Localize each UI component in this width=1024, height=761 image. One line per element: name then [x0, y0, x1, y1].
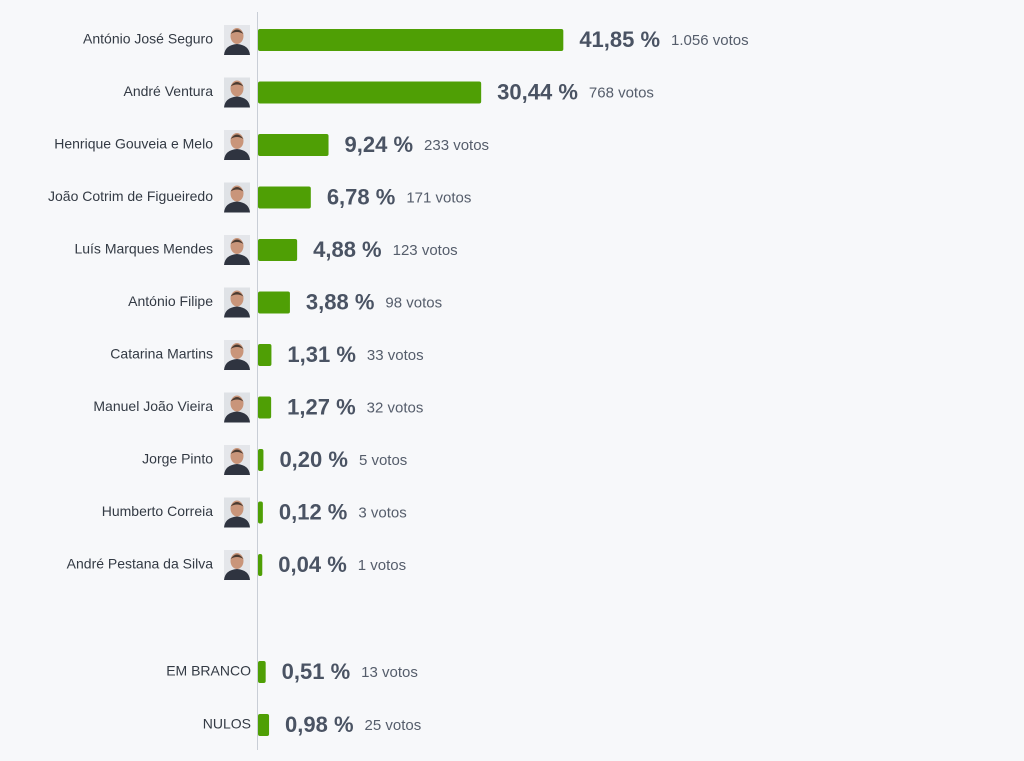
value-label: 6,78 %: [327, 184, 396, 209]
bar: [258, 554, 263, 576]
photo-shoulders: [224, 569, 250, 580]
category-label: Manuel João Vieira: [93, 398, 213, 414]
photo-shoulders: [224, 411, 250, 423]
category-label: André Ventura: [123, 83, 213, 99]
category-label: Humberto Correia: [102, 503, 213, 519]
candidate-photo: [224, 235, 250, 265]
category-label: Luís Marques Mendes: [74, 241, 213, 257]
candidate-photo: [224, 77, 250, 108]
photo-hair: [230, 344, 244, 349]
votes-label: 5 votos: [359, 452, 407, 469]
bar: [258, 661, 266, 683]
bar: [258, 186, 311, 209]
candidate-photo: [224, 287, 250, 318]
votes-label: 1.056 votos: [671, 32, 749, 49]
value-label: 0,12 %: [279, 499, 348, 524]
votes-label: 25 votos: [365, 717, 422, 734]
bar: [258, 449, 264, 471]
photo-shoulders: [224, 44, 250, 55]
votes-label: 32 votos: [367, 399, 424, 416]
value-label: 0,51 %: [282, 659, 351, 684]
photo-hair: [230, 502, 244, 507]
votes-label: 98 votos: [385, 294, 442, 311]
photo-shoulders: [224, 254, 250, 265]
photo-shoulders: [224, 201, 250, 213]
bar: [258, 396, 272, 419]
photo-shoulders: [224, 359, 250, 370]
candidate-photo: [224, 550, 250, 580]
photo-shoulders: [224, 464, 250, 475]
category-label: Catarina Martins: [110, 346, 213, 362]
candidate-photo: [224, 392, 250, 423]
value-label: 4,88 %: [313, 237, 382, 262]
bar: [258, 134, 329, 156]
category-label: António José Seguro: [83, 31, 213, 47]
bar: [258, 714, 270, 736]
votes-label: 1 votos: [358, 557, 406, 574]
photo-shoulders: [224, 96, 250, 108]
value-label: 3,88 %: [306, 289, 375, 314]
photo-shoulders: [224, 516, 250, 528]
votes-label: 13 votos: [361, 664, 418, 681]
bar: [258, 81, 482, 104]
value-label: 1,31 %: [287, 342, 356, 367]
photo-hair: [230, 554, 244, 559]
bar: [258, 291, 290, 314]
category-label: Henrique Gouveia e Melo: [54, 136, 213, 152]
photo-hair: [230, 187, 244, 192]
category-label: Jorge Pinto: [142, 451, 213, 467]
photo-hair: [230, 82, 244, 87]
value-label: 9,24 %: [345, 132, 414, 157]
votes-label: 33 votos: [367, 347, 424, 364]
photo-hair: [230, 449, 244, 454]
bar: [258, 501, 263, 524]
value-label: 1,27 %: [287, 394, 356, 419]
photo-shoulders: [224, 149, 250, 160]
bar: [258, 29, 564, 51]
photo-hair: [230, 134, 244, 139]
category-label: NULOS: [203, 716, 251, 732]
photo-hair: [230, 29, 244, 34]
category-label: João Cotrim de Figueiredo: [48, 188, 213, 204]
category-label: André Pestana da Silva: [67, 556, 214, 572]
category-label: António Filipe: [128, 293, 213, 309]
votes-label: 171 votos: [406, 189, 471, 206]
votes-label: 233 votos: [424, 137, 489, 154]
photo-hair: [230, 239, 244, 244]
value-label: 30,44 %: [497, 79, 578, 104]
votes-label: 123 votos: [393, 242, 458, 259]
value-label: 0,04 %: [278, 552, 347, 577]
photo-hair: [230, 397, 244, 402]
candidate-photo: [224, 25, 250, 55]
photo-hair: [230, 292, 244, 297]
value-label: 0,98 %: [285, 712, 354, 737]
candidate-photo: [224, 497, 250, 528]
category-label: EM BRANCO: [166, 663, 251, 679]
votes-label: 3 votos: [358, 504, 406, 521]
candidate-photo: [224, 445, 250, 475]
candidate-photo: [224, 130, 250, 160]
bar: [258, 344, 272, 366]
value-label: 0,20 %: [279, 447, 348, 472]
candidate-photo: [224, 182, 250, 213]
photo-shoulders: [224, 306, 250, 318]
bar: [258, 239, 298, 261]
votes-label: 768 votos: [589, 84, 654, 101]
candidate-photo: [224, 340, 250, 370]
value-label: 41,85 %: [579, 27, 660, 52]
